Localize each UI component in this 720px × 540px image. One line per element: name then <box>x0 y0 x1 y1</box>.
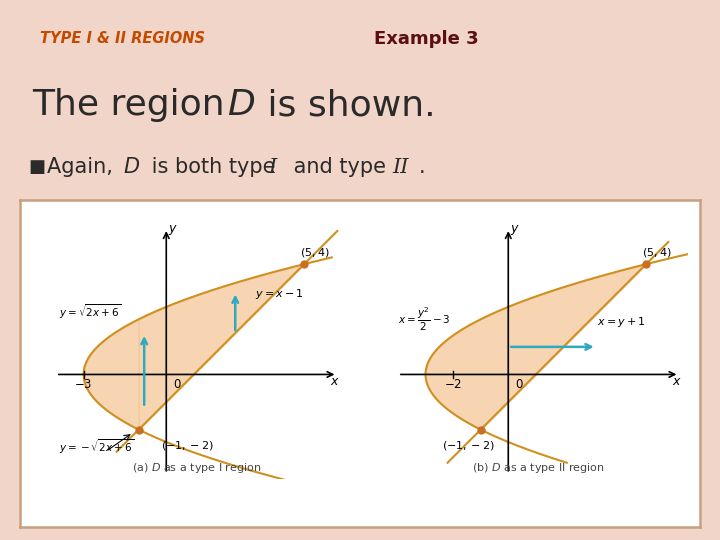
Text: (b) $D$ as a type II region: (b) $D$ as a type II region <box>472 461 605 475</box>
Text: $0$: $0$ <box>516 378 523 392</box>
Text: is shown.: is shown. <box>256 89 435 122</box>
Text: $y$: $y$ <box>510 224 520 238</box>
Text: D: D <box>227 89 255 122</box>
Text: .: . <box>419 157 426 178</box>
Text: $(-1, -2)$: $(-1, -2)$ <box>442 440 495 453</box>
Text: $-2$: $-2$ <box>444 378 462 392</box>
Text: D: D <box>124 157 140 178</box>
Text: (a) $D$ as a type I region: (a) $D$ as a type I region <box>132 461 261 475</box>
Text: TYPE I & II REGIONS: TYPE I & II REGIONS <box>40 31 204 46</box>
Text: $y = -\sqrt{2x+6}$: $y = -\sqrt{2x+6}$ <box>58 437 134 456</box>
Text: $y = x - 1$: $y = x - 1$ <box>255 287 303 301</box>
Text: $-3$: $-3$ <box>74 378 93 392</box>
Text: I: I <box>268 158 276 177</box>
Text: $0$: $0$ <box>174 378 181 392</box>
Text: II: II <box>392 158 409 177</box>
Text: $(-1, -2)$: $(-1, -2)$ <box>161 440 213 453</box>
Text: Example 3: Example 3 <box>374 30 479 48</box>
Text: $x$: $x$ <box>330 375 339 388</box>
Text: Again,: Again, <box>47 157 120 178</box>
Text: is both type: is both type <box>145 157 282 178</box>
Text: $x = y + 1$: $x = y + 1$ <box>597 315 645 329</box>
Text: $(5, 4)$: $(5, 4)$ <box>300 246 330 259</box>
Text: $(5, 4)$: $(5, 4)$ <box>642 246 672 259</box>
Text: $x = \dfrac{y^2}{2} - 3$: $x = \dfrac{y^2}{2} - 3$ <box>398 306 451 333</box>
Text: and type: and type <box>287 157 392 178</box>
Text: The region: The region <box>32 89 237 122</box>
Text: ■: ■ <box>29 158 46 177</box>
Text: $y$: $y$ <box>168 224 178 238</box>
Text: $x$: $x$ <box>672 375 681 388</box>
Text: $y = \sqrt{2x+6}$: $y = \sqrt{2x+6}$ <box>58 302 121 321</box>
